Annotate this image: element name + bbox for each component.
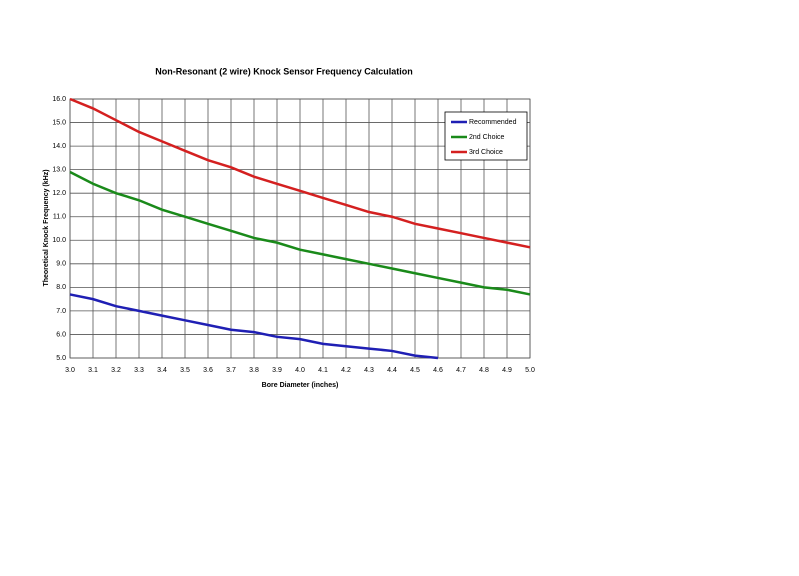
y-axis-title: Theoretical Knock Frequency (kHz)	[43, 169, 50, 286]
series-line	[69, 170, 531, 296]
y-tick-label: 6.0	[56, 331, 66, 338]
x-tick-label: 3.1	[88, 367, 98, 374]
x-tick-label: 4.7	[456, 367, 466, 374]
y-tick-label: 9.0	[56, 261, 66, 268]
y-tick-label: 8.0	[56, 284, 66, 291]
x-tick-label: 3.6	[203, 367, 213, 374]
y-tick-label: 12.0	[52, 190, 66, 197]
x-tick-label: 3.7	[226, 367, 236, 374]
y-tick-label: 5.0	[56, 355, 66, 362]
legend-label: 2nd Choice	[469, 134, 505, 141]
series-line	[69, 97, 531, 249]
series-line	[69, 293, 439, 360]
y-tick-label: 15.0	[52, 119, 66, 126]
y-tick-label: 13.0	[52, 166, 66, 173]
y-tick-label: 14.0	[52, 143, 66, 150]
legend-label: 3rd Choice	[469, 149, 503, 156]
legend-label: Recommended	[469, 119, 517, 126]
x-tick-label: 4.8	[479, 367, 489, 374]
chart-title: Non-Resonant (2 wire) Knock Sensor Frequ…	[155, 66, 413, 76]
x-tick-label: 5.0	[525, 367, 535, 374]
x-tick-label: 4.9	[502, 367, 512, 374]
x-tick-label: 4.3	[364, 367, 374, 374]
y-tick-label: 7.0	[56, 308, 66, 315]
x-tick-label: 4.0	[295, 367, 305, 374]
x-tick-label: 3.4	[157, 367, 167, 374]
x-tick-label: 4.5	[410, 367, 420, 374]
y-tick-label: 16.0	[52, 96, 66, 103]
x-tick-label: 4.1	[318, 367, 328, 374]
x-tick-label: 3.5	[180, 367, 190, 374]
x-tick-label: 4.6	[433, 367, 443, 374]
x-tick-label: 3.9	[272, 367, 282, 374]
x-tick-label: 3.2	[111, 367, 121, 374]
y-tick-label: 10.0	[52, 237, 66, 244]
x-tick-label: 3.3	[134, 367, 144, 374]
x-tick-label: 4.2	[341, 367, 351, 374]
x-tick-label: 3.8	[249, 367, 259, 374]
x-tick-label: 4.4	[387, 367, 397, 374]
x-axis-title: Bore Diameter (inches)	[262, 382, 339, 389]
y-tick-label: 11.0	[53, 214, 66, 221]
x-tick-label: 3.0	[65, 367, 75, 374]
